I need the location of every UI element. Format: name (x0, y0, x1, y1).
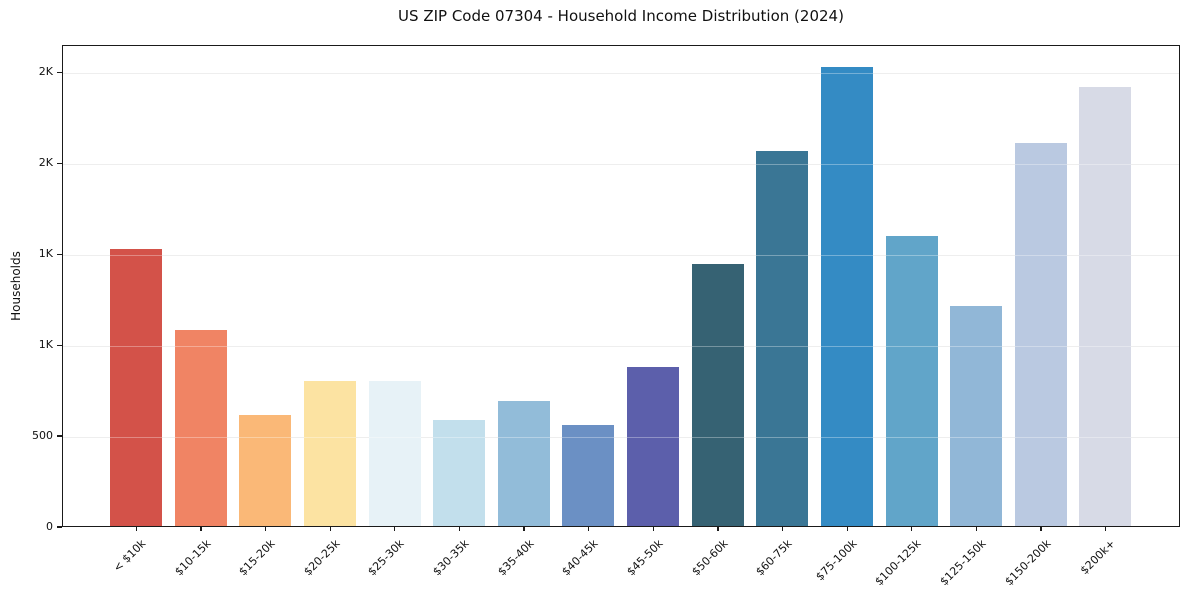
x-tick-mark (329, 527, 331, 531)
x-tick-label: $100-125k (872, 537, 925, 589)
gridline-overlay (63, 72, 1179, 74)
x-tick-label: $30-35k (430, 537, 472, 579)
gridline (63, 163, 1179, 165)
x-tick-label: $10-15k (171, 537, 214, 579)
x-tick-mark (975, 527, 978, 531)
x-tick-label: $50-60k (688, 537, 731, 579)
bar (885, 235, 938, 526)
x-tick-label: $75-100k (813, 537, 860, 584)
bar (691, 264, 744, 526)
y-tick-label: 0 (46, 520, 53, 533)
bar (562, 425, 615, 526)
bar (497, 400, 550, 526)
x-tick-mark (264, 527, 267, 531)
bar (239, 415, 292, 526)
x-tick-mark (523, 527, 525, 531)
bar (756, 151, 809, 526)
plot-area (62, 45, 1180, 527)
y-tick-label: 1K (38, 247, 53, 261)
y-tick-mark (57, 162, 62, 164)
bar (950, 305, 1003, 526)
x-tick-label: $40-45k (559, 537, 601, 579)
bar (433, 419, 486, 526)
y-tick-label: 2K (38, 156, 53, 170)
bar (368, 381, 421, 526)
x-tick-mark (588, 527, 590, 531)
y-tick-label: 2K (38, 65, 53, 79)
x-tick-label: $60-75k (753, 537, 795, 579)
gridline-overlay (63, 345, 1179, 347)
x-tick-mark (652, 527, 654, 531)
x-tick-mark (200, 527, 202, 531)
x-tick-mark (911, 527, 913, 531)
x-tick-mark (846, 527, 848, 531)
x-tick-label: $200k+ (1077, 537, 1118, 578)
gridline (63, 345, 1179, 347)
gridline (63, 436, 1179, 438)
gridline (63, 254, 1179, 256)
chart-title: US ZIP Code 07304 - Household Income Dis… (398, 7, 844, 25)
bar (174, 329, 227, 526)
y-tick-label: 500 (32, 429, 53, 443)
x-tick-mark (1040, 527, 1042, 531)
bar (1014, 143, 1067, 526)
x-tick-mark (717, 527, 719, 531)
y-tick-mark (57, 71, 62, 73)
y-tick-mark (57, 253, 62, 255)
gridline-overlay (63, 254, 1179, 256)
x-tick-label: $150-200k (1002, 537, 1054, 589)
x-tick-mark (394, 527, 396, 531)
bar (627, 366, 679, 526)
x-tick-label: $20-25k (301, 537, 343, 579)
x-tick-label: $35-40k (494, 537, 537, 579)
y-tick-mark (57, 526, 62, 528)
x-tick-mark (458, 527, 461, 531)
x-tick-mark (781, 527, 784, 531)
y-tick-label: 1K (38, 338, 53, 352)
gridline (63, 72, 1179, 74)
x-tick-mark (1105, 527, 1107, 531)
x-tick-label: < $10k (110, 537, 149, 575)
y-tick-mark (57, 344, 62, 346)
x-tick-label: $125-150k (937, 537, 989, 589)
y-axis-label-text: Households (9, 251, 23, 321)
gridline-overlay (63, 163, 1179, 165)
bar (110, 248, 162, 526)
bar (820, 66, 873, 526)
x-tick-label: $15-20k (236, 537, 278, 579)
x-tick-mark (135, 527, 137, 531)
y-tick-mark (57, 435, 62, 437)
bar (303, 380, 356, 526)
bar (1079, 86, 1132, 526)
gridline-overlay (63, 436, 1179, 438)
x-tick-label: $25-30k (365, 537, 408, 579)
x-tick-label: $45-50k (624, 537, 666, 579)
